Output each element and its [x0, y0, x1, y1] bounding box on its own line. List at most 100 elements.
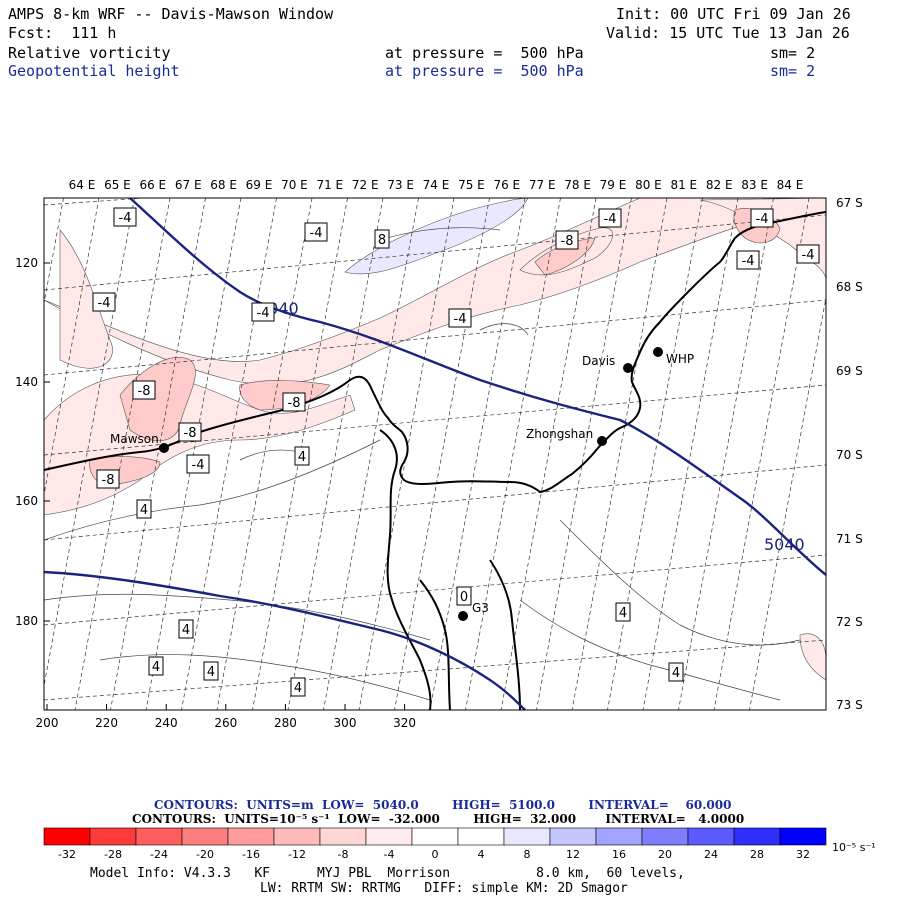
vorticity-contour-label: 4	[294, 446, 310, 466]
longitude-tick-label: 81 E	[670, 178, 697, 192]
longitude-tick-label: 71 E	[316, 178, 343, 192]
longitude-tick-label: 64 E	[69, 178, 96, 192]
svg-text:-8: -8	[184, 426, 197, 441]
map-frame	[43, 197, 827, 711]
station-label-davis: Davis	[582, 354, 615, 368]
field1-level: at pressure = 500 hPa	[385, 44, 584, 62]
color-scale-value: 0	[432, 848, 439, 861]
vorticity-contour-label: -4	[113, 207, 137, 227]
geopotential-5040-contour	[44, 198, 826, 710]
color-scale-swatch	[365, 827, 413, 846]
color-scale-value: -16	[242, 848, 260, 861]
y-tick-label: 160	[15, 494, 38, 508]
height-contour-legend: CONTOURS: UNITS=m LOW= 5040.0 HIGH= 5100…	[154, 798, 732, 812]
color-scale-swatch	[503, 827, 551, 846]
vorticity-contour-label: 4	[148, 656, 164, 676]
vorticity-contour-label: 4	[136, 499, 152, 519]
station-label-whp: WHP	[666, 352, 694, 366]
model-info: Model Info: V4.3.3 KF MYJ PBL Morrison 8…	[90, 866, 685, 881]
color-scale-swatch	[181, 827, 229, 846]
vorticity-contour-label: 0	[456, 586, 472, 606]
x-axis-labels: 200 220 240 260 280 300 320	[36, 704, 416, 730]
svg-text:-4: -4	[257, 306, 270, 321]
y-tick-label: 180	[15, 614, 38, 628]
color-scale-value: -32	[58, 848, 76, 861]
map-plot-area	[44, 198, 826, 710]
x-tick-label: 280	[274, 716, 297, 730]
vorticity-contour-label: -4	[598, 208, 622, 228]
vorticity-contour-label: -4	[736, 250, 760, 270]
color-scale-value: -8	[338, 848, 349, 861]
field1-name: Relative vorticity	[8, 44, 171, 62]
latitude-tick-label: 70 S	[836, 448, 863, 462]
vorticity-contour-label: 4	[615, 602, 631, 622]
svg-text:4: 4	[140, 503, 148, 518]
vorticity-contour-label: 4	[668, 662, 684, 682]
svg-text:-4: -4	[802, 248, 815, 263]
color-scale-swatch	[687, 827, 735, 846]
init-time: Init: 00 UTC Fri 09 Jan 26	[616, 5, 851, 23]
color-scale-swatch	[273, 827, 321, 846]
svg-text:4: 4	[207, 665, 215, 680]
vorticity-contour-label: 4	[290, 677, 306, 697]
svg-text:-4: -4	[119, 211, 132, 226]
color-scale-labels: -32 -28 -24 -20 -16 -12 -8 -4 0 4 8 12 16 20 24 28 32	[58, 848, 810, 861]
color-scale-value: 8	[524, 848, 531, 861]
color-scale-bar	[43, 827, 827, 846]
svg-text:-4: -4	[192, 458, 205, 473]
longitude-tick-label: 70 E	[281, 178, 308, 192]
color-scale-unit: 10⁻⁵ s⁻¹	[832, 841, 876, 854]
latitude-tick-label: 67 S	[836, 196, 863, 210]
longitude-tick-label: 75 E	[458, 178, 485, 192]
color-scale-swatch	[43, 827, 91, 846]
vorticity-contour-label: -4	[186, 454, 210, 474]
svg-text:-4: -4	[604, 212, 617, 227]
longitude-tick-label: 80 E	[635, 178, 662, 192]
vorticity-contour-label: 4	[203, 661, 219, 681]
color-scale-value: 16	[612, 848, 626, 861]
latitude-tick-label: 72 S	[836, 615, 863, 629]
zhongshan-marker	[597, 436, 607, 446]
station-markers	[159, 347, 663, 621]
x-tick-label: 220	[95, 716, 118, 730]
station-label-g3: G3	[472, 601, 489, 615]
vorticity-labels: -4 -4 8 -4 -8 -8 -4 -4 -4 -8 -8 -4 -4 -4 -8 -4 4 4 4 4 4 4 4 4 0	[92, 207, 820, 697]
color-scale-swatch	[779, 827, 827, 846]
svg-text:4: 4	[152, 660, 160, 675]
latitude-tick-label: 68 S	[836, 280, 863, 294]
x-tick-label: 320	[393, 716, 416, 730]
y-tick-label: 120	[15, 256, 38, 270]
longitude-labels: 64 E 65 E 66 E 67 E 68 E 69 E 70 E 71 E 72 E 73 E…	[69, 178, 804, 192]
color-scale-value: -28	[104, 848, 122, 861]
vorticity-contour-label: 4	[178, 619, 194, 639]
vorticity-contour-label: -8	[132, 380, 156, 400]
valid-time: Valid: 15 UTC Tue 13 Jan 26	[606, 24, 850, 42]
model-physics: LW: RRTM SW: RRTMG DIFF: simple KM: 2D S…	[260, 881, 628, 896]
longitude-tick-label: 83 E	[741, 178, 768, 192]
vorticity-contour-label: 8	[374, 229, 390, 249]
longitude-tick-label: 76 E	[493, 178, 520, 192]
svg-text:0: 0	[460, 590, 468, 605]
vorticity-contour-label: -4	[251, 302, 275, 322]
y-axis-labels: 120 140 160 180	[15, 256, 50, 628]
vorticity-contour-label: -8	[282, 392, 306, 412]
whp-marker	[653, 347, 663, 357]
longitude-tick-label: 77 E	[529, 178, 556, 192]
color-scale-swatch	[457, 827, 505, 846]
g3-marker	[458, 611, 468, 621]
color-scale-value: -24	[150, 848, 168, 861]
color-scale-swatch	[89, 827, 137, 846]
color-scale-value: 20	[658, 848, 672, 861]
color-scale-value: 24	[704, 848, 718, 861]
color-scale-swatch	[549, 827, 597, 846]
svg-text:-4: -4	[98, 296, 111, 311]
vorticity-contour-label: -4	[304, 222, 328, 242]
x-tick-label: 300	[334, 716, 357, 730]
vorticity-contour-legend: CONTOURS: UNITS=10⁻⁵ s⁻¹ LOW= -32.000 HI…	[132, 812, 745, 826]
color-scale-value: 4	[478, 848, 485, 861]
longitude-tick-label: 66 E	[139, 178, 166, 192]
latitude-tick-label: 69 S	[836, 364, 863, 378]
longitude-tick-label: 69 E	[246, 178, 273, 192]
latitude-tick-label: 71 S	[836, 532, 863, 546]
